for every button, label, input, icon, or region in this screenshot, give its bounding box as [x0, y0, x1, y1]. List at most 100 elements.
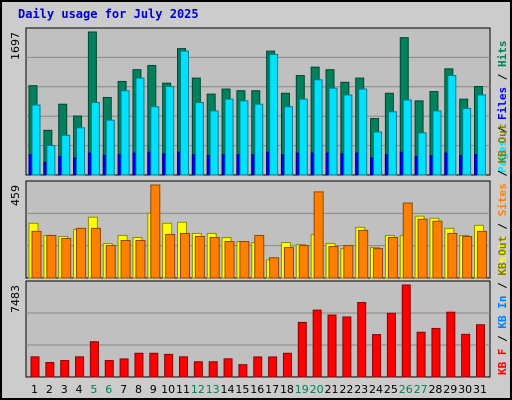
max-label: 459: [9, 185, 22, 206]
legend-entry-visits: Visits: [496, 236, 509, 276]
tick-label-day-27: 27: [414, 383, 428, 396]
bar-sites-day-9: [150, 184, 161, 279]
legend-entry-kb-out: KB Out: [496, 236, 509, 276]
bar-kb-f-day-11: [179, 356, 188, 378]
bar-kb-f-day-21: [327, 314, 337, 378]
bar-pages-day-9: [150, 106, 160, 176]
bar-pages-day-2: [46, 145, 56, 176]
bar-pages-day-13: [209, 110, 219, 176]
bar-kb-f-day-6: [104, 360, 114, 378]
bar-kb-f-day-28: [431, 327, 441, 378]
max-label: 7483: [9, 285, 22, 313]
legend-entry-sites: Sites: [496, 183, 509, 216]
bar-pages-day-11: [180, 50, 189, 176]
tick-label-day-13: 13: [206, 383, 220, 396]
bar-kb-f-day-25: [386, 312, 396, 378]
tick-label-day-3: 3: [61, 383, 68, 396]
bar-sites-day-16: [254, 234, 265, 279]
bar-pages-day-12: [194, 102, 204, 176]
tick-label-day-28: 28: [428, 383, 442, 396]
bar-sites-day-26: [402, 202, 413, 279]
legend-entry-kb-in: KB In: [496, 296, 509, 329]
bar-sites-day-23: [358, 229, 369, 279]
tick-label-day-15: 15: [235, 383, 249, 396]
tick-label-day-23: 23: [354, 383, 368, 396]
tick-label-day-31: 31: [473, 383, 487, 396]
bar-kb-f-day-7: [119, 358, 129, 378]
tick-label-day-21: 21: [325, 383, 339, 396]
bar-kb-f-day-18: [282, 352, 292, 378]
legend-entry-kb-f: KB F: [496, 349, 509, 376]
bar-sites-day-30: [462, 235, 473, 279]
bar-pages-day-16: [254, 103, 264, 176]
tick-label-day-11: 11: [176, 383, 190, 396]
legend-separator: /: [496, 216, 509, 236]
bar-kb-f-day-14: [223, 358, 233, 378]
tick-label-day-26: 26: [399, 383, 413, 396]
bar-pages-day-14: [224, 98, 234, 176]
bar-kb-f-day-22: [342, 316, 352, 378]
tick-label-day-12: 12: [191, 383, 205, 396]
bar-sites-day-2: [46, 234, 57, 279]
bar-sites-day-27: [417, 218, 428, 279]
bar-kb-f-day-13: [208, 361, 218, 378]
max-label: 1697: [9, 32, 22, 60]
bar-pages-day-21: [328, 87, 338, 176]
bar-kb-f-day-27: [416, 331, 426, 378]
bar-pages-day-24: [373, 131, 383, 176]
tick-label-day-24: 24: [369, 383, 383, 396]
bar-kb-f-day-24: [372, 334, 382, 378]
tick-label-day-9: 9: [150, 383, 157, 396]
bar-pages-day-3: [61, 134, 71, 176]
bar-sites-day-4: [76, 227, 87, 279]
tick-label-day-17: 17: [265, 383, 279, 396]
bar-kb-f-day-15: [238, 364, 248, 378]
bar-pages-day-4: [76, 127, 86, 176]
legend-separator: /: [496, 67, 509, 87]
bar-pages-day-22: [343, 94, 353, 176]
tick-label-day-14: 14: [221, 383, 235, 396]
bar-sites-day-20: [313, 191, 324, 279]
bar-pages-day-30: [462, 107, 472, 176]
legend-entry-hits: Hits: [496, 41, 509, 68]
tick-label-day-19: 19: [295, 383, 309, 396]
tick-label-day-10: 10: [161, 383, 175, 396]
legend: Visits / Sites / KB Out: [496, 124, 509, 276]
bar-kb-f-day-30: [461, 333, 471, 378]
tick-label-day-18: 18: [280, 383, 294, 396]
tick-label-day-6: 6: [105, 383, 112, 396]
bar-pages-day-5: [90, 102, 100, 176]
bar-sites-day-11: [180, 232, 190, 279]
bar-pages-day-10: [165, 86, 175, 176]
bar-sites-day-25: [387, 236, 398, 279]
bar-sites-day-10: [165, 233, 176, 279]
bar-sites-day-31: [477, 230, 487, 279]
bar-pages-day-15: [239, 100, 249, 176]
bar-kb-f-day-20: [312, 309, 322, 378]
bar-pages-day-17: [269, 53, 279, 176]
bar-sites-day-1: [31, 230, 42, 279]
legend: Pages / Files / Hits: [496, 41, 509, 174]
bar-pages-day-20: [313, 79, 323, 176]
bar-pages-day-8: [135, 77, 145, 176]
bar-pages-day-25: [387, 111, 397, 176]
bar-pages-day-7: [120, 90, 130, 176]
legend-separator: /: [496, 276, 509, 296]
tick-label-day-22: 22: [339, 383, 353, 396]
bar-pages-day-19: [298, 98, 308, 176]
bar-sites-day-6: [105, 245, 116, 279]
tick-label-day-25: 25: [384, 383, 398, 396]
bar-kb-f-day-1: [30, 356, 40, 378]
bar-pages-day-6: [105, 119, 115, 176]
bar-kb-f-day-31: [476, 324, 485, 378]
chart-title: Daily usage for July 2025: [18, 7, 199, 21]
tick-label-day-29: 29: [443, 383, 457, 396]
bar-sites-day-14: [224, 241, 235, 279]
bar-kb-f-day-8: [134, 352, 144, 378]
bar-pages-day-26: [402, 99, 412, 176]
tick-label-day-16: 16: [250, 383, 264, 396]
bar-kb-f-day-23: [357, 301, 367, 378]
tick-label-day-30: 30: [458, 383, 472, 396]
bar-kb-f-day-2: [45, 361, 55, 378]
